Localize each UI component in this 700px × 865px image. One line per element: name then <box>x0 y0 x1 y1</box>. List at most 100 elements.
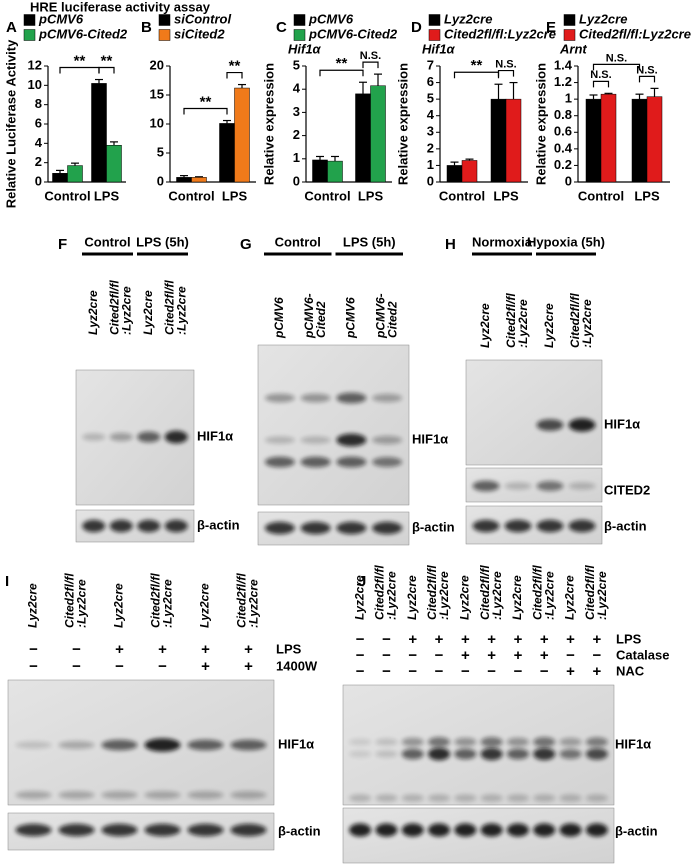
blot-band <box>336 521 367 535</box>
legend-swatch <box>158 14 171 26</box>
blot-band <box>454 748 477 760</box>
band-label: β-actin <box>278 823 321 838</box>
legend-label: pCMV6-Cited2 <box>308 26 398 41</box>
blot-band <box>15 791 52 799</box>
lane-label: Lyz2cre <box>510 575 524 620</box>
treatment-sign: + <box>487 647 496 664</box>
blot-band <box>480 747 503 761</box>
bar <box>585 98 602 183</box>
panel-letter: F <box>58 236 67 253</box>
blot-band <box>144 791 181 799</box>
treatment-sign: − <box>592 647 601 664</box>
treatment-sign: − <box>382 663 391 680</box>
blot-band <box>187 823 224 837</box>
significance-bracket <box>98 66 115 74</box>
group-header: Hypoxia (5h) <box>527 234 605 249</box>
blot-band <box>585 748 608 760</box>
y-tick-label: 6 <box>35 115 42 130</box>
blot-membrane <box>7 679 275 806</box>
treatment-name: 1400W <box>276 658 318 673</box>
treatment-sign: − <box>382 647 391 664</box>
blot-membrane <box>7 812 275 851</box>
error-bar <box>71 162 79 166</box>
treatment-sign: + <box>115 641 124 658</box>
lane-label: Lyz2cre <box>405 575 419 620</box>
lane-label: Cited2 <box>314 301 328 338</box>
lane-label: Lyz2cre <box>112 583 126 628</box>
bar <box>67 165 83 183</box>
legend-label: pCMV6 <box>308 11 354 26</box>
blot-band <box>15 823 52 837</box>
blot-band <box>506 794 529 802</box>
y-tick-label: 1 <box>427 157 434 172</box>
lane-label: :Lyz2cre <box>490 571 504 620</box>
blot-band <box>472 480 500 492</box>
y-tick-label: 12 <box>28 57 42 72</box>
treatment-sign: − <box>435 663 444 680</box>
treatment-sign: + <box>514 647 523 664</box>
significance-bracket <box>319 69 364 77</box>
blot-band <box>504 519 532 533</box>
blot-band <box>401 737 424 747</box>
treatment-sign: − <box>540 663 549 680</box>
lane-label: pCMV6 <box>272 297 286 339</box>
treatment-sign: − <box>435 647 444 664</box>
blot-band <box>137 519 161 533</box>
lane-label: Cited2fl/fl <box>235 573 249 628</box>
blot-band <box>506 737 529 747</box>
treatment-sign: − <box>29 641 38 658</box>
blot-band <box>164 430 188 444</box>
y-tick-label: 7 <box>427 57 434 72</box>
treatment-sign: + <box>566 663 575 680</box>
group-header: Control <box>84 234 130 249</box>
band-label: HIF1α <box>604 416 640 431</box>
y-tick-label: 2 <box>35 154 42 169</box>
y-tick-label: 0 <box>35 173 42 188</box>
legend-label: siCited2 <box>174 26 225 41</box>
panel-letter: J <box>358 573 366 590</box>
blot-band <box>349 738 372 746</box>
band-label: β-actin <box>615 823 658 838</box>
blot-band <box>300 456 331 468</box>
significance-label: N.S. <box>590 69 611 81</box>
error-bar <box>604 92 613 95</box>
panel-letter: G <box>240 236 252 253</box>
gene-label: Arnt <box>559 41 587 56</box>
bar <box>106 145 122 183</box>
legend-swatch <box>563 14 576 26</box>
y-axis-label: Relative expression <box>395 63 410 185</box>
treatment-sign: + <box>461 631 470 648</box>
treatment-sign: − <box>408 647 417 664</box>
bar <box>191 177 207 183</box>
panel-letter: E <box>546 19 556 36</box>
y-axis-label: Relative Luciferase Activity <box>3 39 18 208</box>
significance-label: N.S. <box>636 64 657 76</box>
error-bar <box>195 176 203 178</box>
blot-band <box>533 823 556 837</box>
y-tick-label: 1.4 <box>554 57 573 72</box>
treatment-sign: + <box>201 641 210 658</box>
lane-label: Lyz2cre <box>563 575 577 620</box>
treatment-sign: + <box>592 631 601 648</box>
panel-letter: D <box>411 19 422 36</box>
blot-band <box>585 794 608 802</box>
bar <box>327 160 343 183</box>
band-label: HIF1α <box>412 431 448 446</box>
blot-band <box>536 481 564 491</box>
bar <box>446 165 463 183</box>
lane-label: Cited2fl/fl <box>162 280 176 335</box>
blot-band <box>187 791 224 799</box>
error-bar <box>331 155 339 162</box>
x-tick-label: Control <box>578 188 624 203</box>
treatment-sign: − <box>514 663 523 680</box>
legend-swatch <box>428 14 441 26</box>
blot-band <box>568 519 596 533</box>
bar <box>91 83 107 183</box>
blot-band <box>375 794 398 802</box>
band-label: CITED2 <box>604 482 650 497</box>
treatment-sign: + <box>435 631 444 648</box>
lane-label: :Lyz2cre <box>385 571 399 620</box>
blot-band <box>401 748 424 760</box>
significance-label: ** <box>229 58 241 75</box>
blot-band <box>101 823 138 837</box>
